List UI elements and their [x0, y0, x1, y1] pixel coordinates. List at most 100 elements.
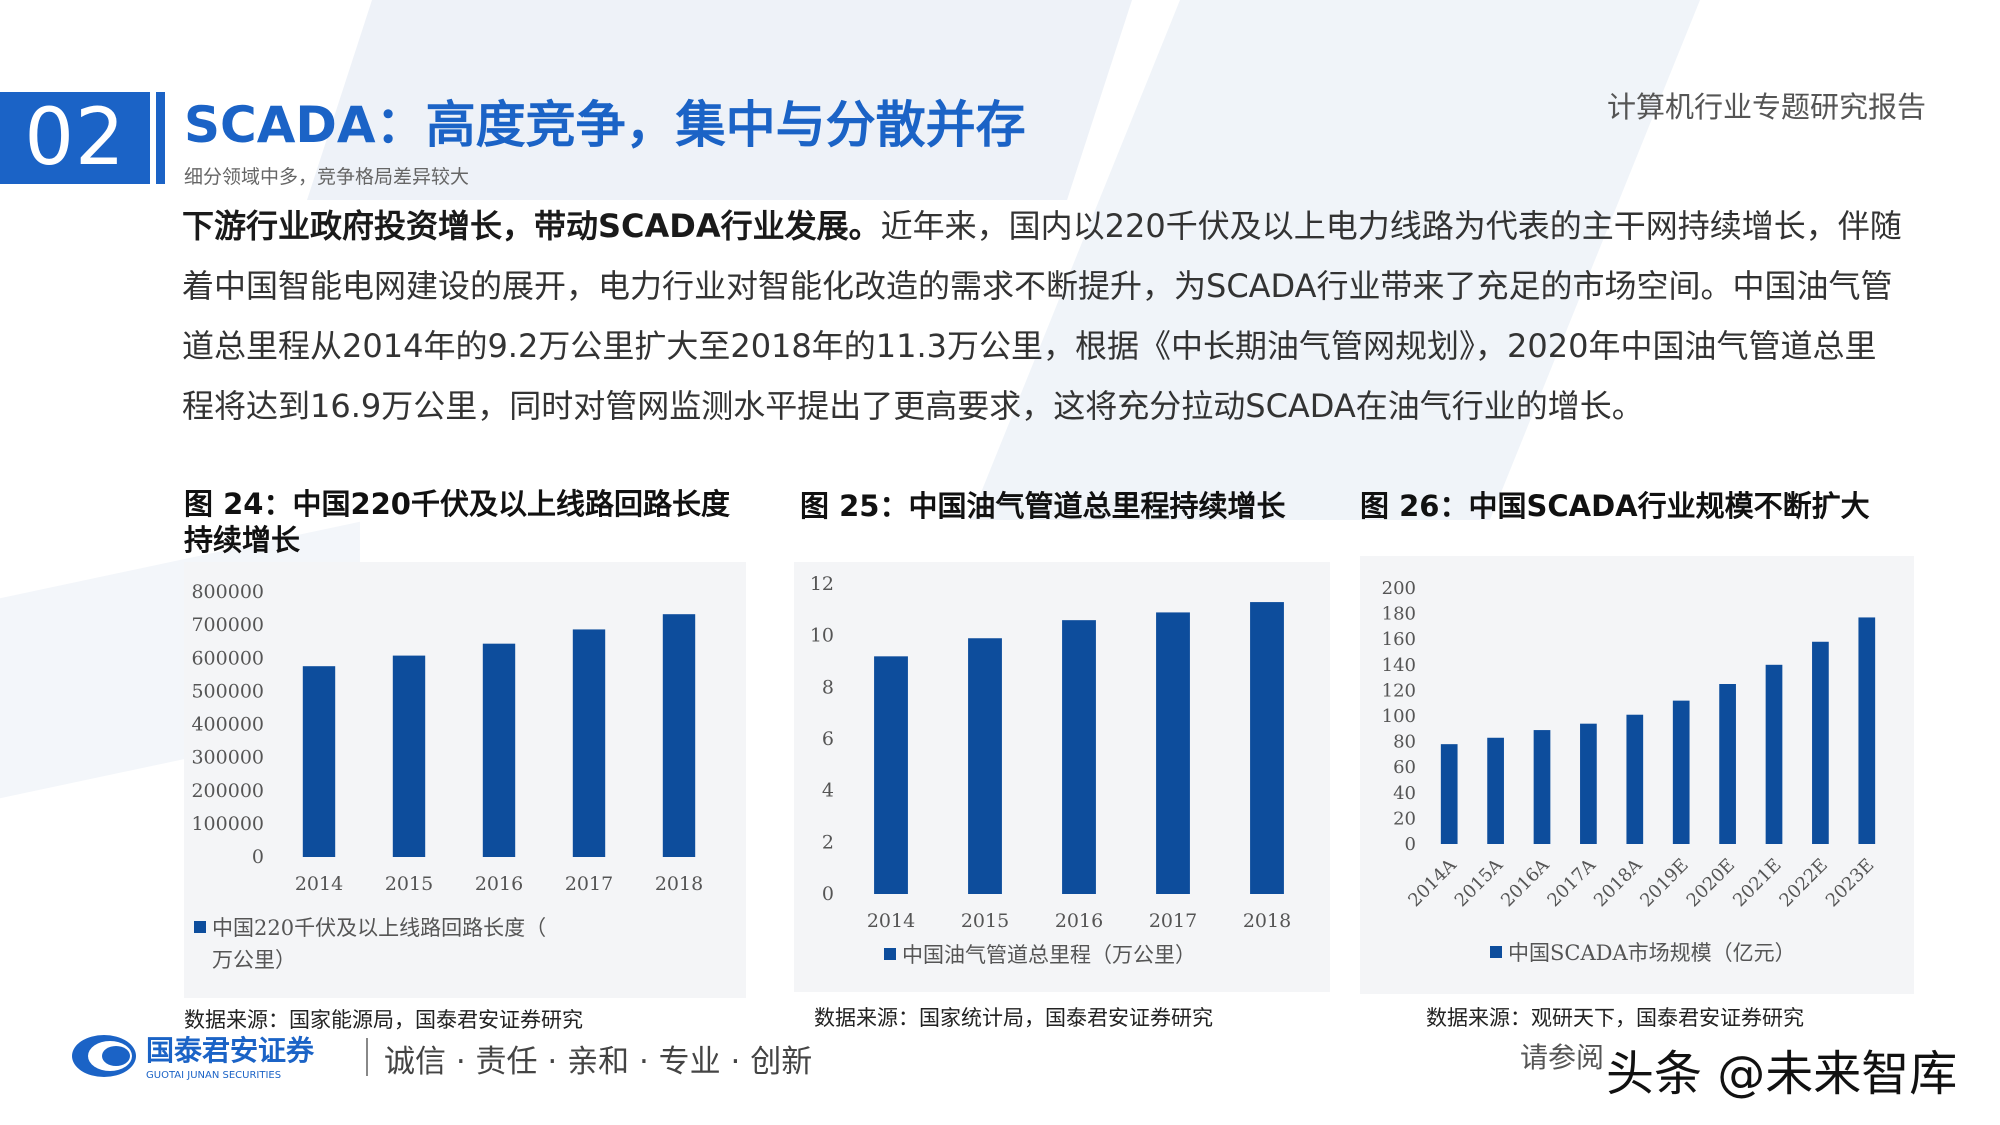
x-tick-label: 2018A: [1590, 854, 1647, 911]
logo-subtext: GUOTAI JUNAN SECURITIES: [146, 1070, 281, 1081]
legend-swatch: [1490, 946, 1502, 958]
chart-panel: 0 20 40 60 80 100 120 140 160 180 200 2014A 2015A 201…: [1360, 556, 1914, 994]
figure-title: 图 25：中国油气管道总里程持续增长: [800, 489, 1286, 523]
figure-title: 图 26：中国SCADA行业规模不断扩大: [1360, 489, 1870, 523]
chart-bar: [1765, 664, 1783, 844]
y-tick-label: 120: [1382, 680, 1416, 701]
x-tick-label: 2014: [867, 910, 915, 932]
legend-label: 中国油气管道总里程（万公里）: [902, 943, 1196, 967]
y-tick-label: 200000: [191, 780, 264, 802]
y-tick-label: 500000: [191, 680, 264, 702]
section-divider: [156, 92, 165, 184]
y-tick-label: 200: [1382, 578, 1416, 599]
y-tick-label: 100: [1382, 706, 1416, 727]
chart-bar: [874, 656, 908, 894]
x-tick-label: 2016: [1055, 910, 1103, 932]
legend-label: 中国220千伏及以上线路回路长度（: [212, 916, 546, 940]
report-label: 计算机行业专题研究报告: [1606, 90, 1926, 124]
y-tick-label: 180: [1382, 604, 1416, 625]
chart-bar: [1440, 744, 1458, 844]
x-tick-label: 2016A: [1497, 854, 1554, 911]
y-tick-label: 0: [252, 846, 264, 868]
x-tick-label: 2018: [655, 873, 703, 895]
body-paragraph: 下游行业政府投资增长，带动SCADA行业发展。近年来，国内以220千伏及以上电力…: [182, 196, 1902, 436]
chart-bar: [1626, 714, 1644, 844]
legend-label: 万公里）: [212, 948, 296, 972]
x-tick-label: 2017A: [1543, 854, 1600, 911]
chart-bar: [392, 655, 426, 857]
logo-text: 国泰君安证券: [146, 1034, 315, 1067]
x-tick-label: 2019E: [1636, 855, 1693, 912]
data-source: 数据来源：国家能源局，国泰君安证券研究: [184, 1008, 583, 1032]
body-text: 近年来，国内以220千伏及以上电力线路为代表的主干网持续增长，伴随着中国智能电网…: [182, 207, 1902, 425]
x-tick-label: 2015A: [1451, 854, 1508, 911]
data-source: 数据来源：国家统计局，国泰君安证券研究: [814, 1006, 1213, 1030]
y-tick-label: 0: [1405, 834, 1416, 855]
y-tick-label: 400000: [191, 714, 264, 736]
chart-bar: [1533, 730, 1551, 844]
y-tick-label: 600000: [191, 647, 264, 669]
chart-bar: [1719, 684, 1736, 844]
x-tick-label: 2017: [565, 873, 613, 895]
y-tick-label: 8: [822, 676, 834, 698]
y-tick-label: 20: [1393, 808, 1416, 829]
page-subtitle: 细分领域中多，竞争格局差异较大: [184, 166, 470, 188]
data-source: 数据来源：观研天下，国泰君安证券研究: [1426, 1006, 1804, 1030]
chart-bar: [1580, 723, 1597, 844]
chart-bar: [1062, 620, 1096, 894]
chart-bar: [1858, 617, 1876, 844]
chart-panel: 0 100000 200000 300000 400000 500000 600000 700…: [184, 562, 746, 998]
y-tick-label: 80: [1393, 732, 1416, 753]
legend-swatch: [884, 948, 896, 960]
chart-bar: [572, 629, 606, 857]
x-tick-label: 2014A: [1404, 854, 1461, 911]
y-tick-label: 60: [1393, 757, 1416, 778]
x-tick-label: 2015: [961, 910, 1009, 932]
chart-bar: [1672, 700, 1690, 844]
watermark: 头条 @未来智库: [1606, 1046, 1958, 1102]
chart-bar: [302, 666, 336, 857]
section-number: 02: [0, 92, 150, 184]
bar-chart: 0204060801001201401601802002014A2015A201…: [1382, 578, 1879, 965]
y-tick-label: 12: [810, 573, 834, 595]
y-tick-label: 2: [822, 831, 834, 853]
chart-bar: [662, 614, 696, 857]
x-tick-label: 2021E: [1729, 855, 1786, 912]
legend-swatch: [194, 921, 206, 933]
page-title: SCADA：高度竞争，集中与分散并存: [184, 96, 1026, 154]
legend-label: 中国SCADA市场规模（亿元）: [1508, 941, 1796, 965]
x-tick-label: 2015: [385, 873, 433, 895]
bar-chart: 0 2 4 6 8 10 12 2014 2015 2016 2017 2018 中国油气管道总里程（万…: [810, 573, 1291, 967]
disclaimer-text: 请参阅: [1520, 1041, 1605, 1074]
company-logo-icon: 国泰君安证券 GUOTAI JUNAN SECURITIES: [72, 1034, 315, 1081]
body-lead: 下游行业政府投资增长，带动SCADA行业发展。: [182, 207, 881, 245]
y-tick-label: 40: [1393, 783, 1416, 804]
y-tick-label: 800000: [191, 581, 264, 603]
bar-chart: 0 100000 200000 300000 400000 500000 600000 700…: [191, 581, 703, 972]
chart-bar: [1250, 602, 1284, 894]
x-tick-label: 2020E: [1683, 855, 1740, 912]
y-tick-label: 140: [1382, 655, 1416, 676]
chart-panel: 0 2 4 6 8 10 12 2014 2015 2016 2017 2018 中国油气管道总里程（万…: [794, 562, 1330, 992]
chart-bar: [1812, 641, 1829, 844]
y-tick-label: 300000: [191, 747, 264, 769]
x-tick-label: 2016: [475, 873, 523, 895]
y-tick-label: 100000: [191, 813, 264, 835]
company-slogan: 诚信 · 责任 · 亲和 · 专业 · 创新: [384, 1044, 813, 1080]
chart-bar: [1487, 737, 1504, 844]
chart-bar: [1156, 612, 1190, 894]
chart-bar: [482, 643, 516, 857]
x-tick-label: 2018: [1243, 910, 1291, 932]
figure-title: 图 24：中国220千伏及以上线路回路长度持续增长: [184, 487, 730, 557]
chart-bar: [968, 638, 1002, 894]
x-tick-label: 2022E: [1775, 855, 1832, 912]
company-logo: 国泰君安证券 GUOTAI JUNAN SECURITIES: [66, 1030, 366, 1082]
y-tick-label: 4: [822, 780, 834, 802]
y-tick-label: 160: [1382, 629, 1416, 650]
y-tick-label: 0: [822, 883, 834, 905]
footer-divider: [366, 1038, 368, 1076]
x-tick-label: 2014: [295, 873, 343, 895]
y-tick-label: 700000: [191, 614, 264, 636]
y-tick-label: 10: [810, 625, 834, 647]
y-tick-label: 6: [822, 728, 834, 750]
